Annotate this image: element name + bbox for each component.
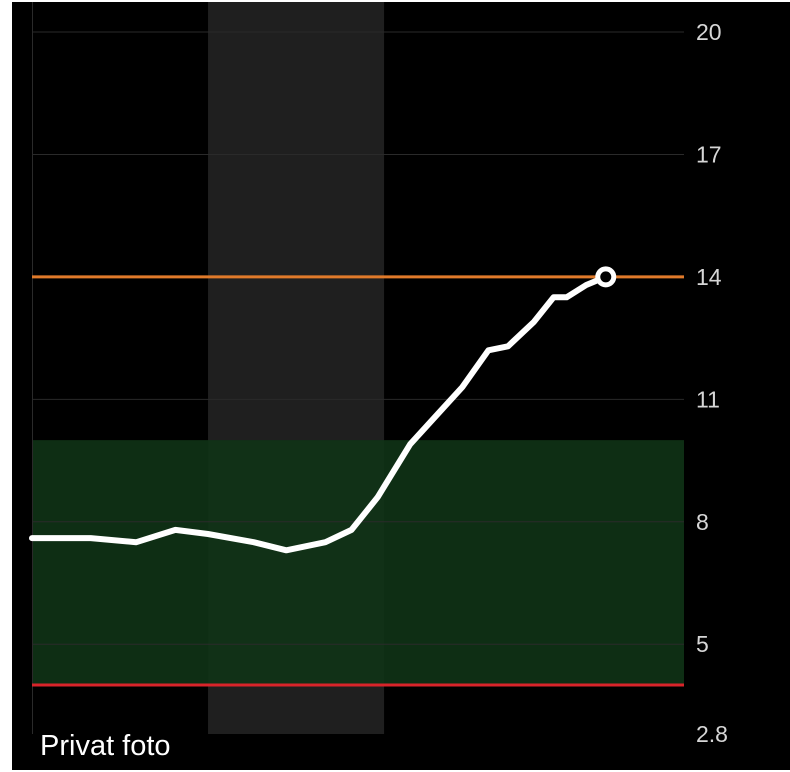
y-tick-label: 2.8	[696, 721, 728, 747]
y-tick-label: 20	[696, 19, 722, 45]
y-tick-label: 14	[696, 264, 722, 290]
photo-caption: Privat foto	[40, 730, 171, 762]
current-value-marker	[595, 266, 617, 288]
y-tick-label: 17	[696, 141, 722, 167]
target-range-band	[32, 440, 684, 686]
chart-svg: 20 17 14 11 8 5 2.8	[29, 2, 728, 747]
glucose-line	[29, 273, 609, 554]
y-tick-label: 5	[696, 631, 709, 657]
y-tick-label: 11	[696, 386, 720, 412]
glucose-chart: 20 17 14 11 8 5 2.8 Privat foto	[12, 2, 790, 770]
y-tick-label: 8	[696, 509, 709, 535]
